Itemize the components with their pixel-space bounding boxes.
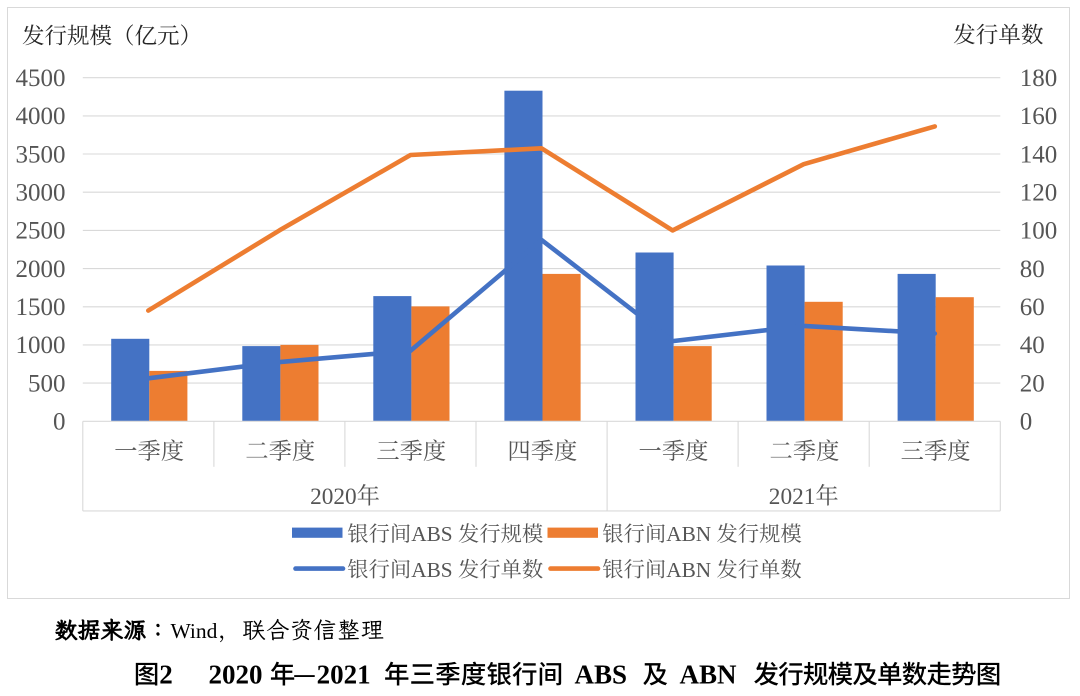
svg-text:2021: 2021 <box>317 659 371 689</box>
svg-text:2021: 2021 <box>769 484 816 510</box>
svg-text:ABS: ABS <box>575 659 628 689</box>
svg-text:180: 180 <box>1020 65 1058 92</box>
svg-text:2020: 2020 <box>209 659 263 689</box>
svg-text:Wind: Wind <box>171 619 218 643</box>
svg-text:0: 0 <box>53 409 66 436</box>
svg-text:140: 140 <box>1020 141 1058 168</box>
svg-text:ABS: ABS <box>411 558 452 582</box>
svg-text:ABN: ABN <box>680 659 738 689</box>
svg-text:2020: 2020 <box>310 484 357 510</box>
svg-text:3000: 3000 <box>16 180 66 207</box>
svg-text:0: 0 <box>1020 409 1033 436</box>
svg-text:4500: 4500 <box>16 65 66 92</box>
svg-text:3500: 3500 <box>16 141 66 168</box>
svg-text:2: 2 <box>159 659 173 689</box>
svg-text:500: 500 <box>28 370 66 397</box>
svg-text:2500: 2500 <box>16 218 66 245</box>
svg-text:1000: 1000 <box>16 332 66 359</box>
svg-text:ABN: ABN <box>666 558 711 582</box>
svg-text:1500: 1500 <box>16 294 66 321</box>
svg-text:ABN: ABN <box>666 522 711 546</box>
svg-text:60: 60 <box>1020 294 1045 321</box>
svg-text:2000: 2000 <box>16 256 66 283</box>
svg-text:40: 40 <box>1020 332 1045 359</box>
svg-text:ABS: ABS <box>411 522 452 546</box>
svg-text:20: 20 <box>1020 370 1045 397</box>
svg-text:160: 160 <box>1020 103 1058 130</box>
svg-text:80: 80 <box>1020 256 1045 283</box>
svg-text:4000: 4000 <box>16 103 66 130</box>
svg-text:100: 100 <box>1020 218 1058 245</box>
svg-text:120: 120 <box>1020 180 1058 207</box>
